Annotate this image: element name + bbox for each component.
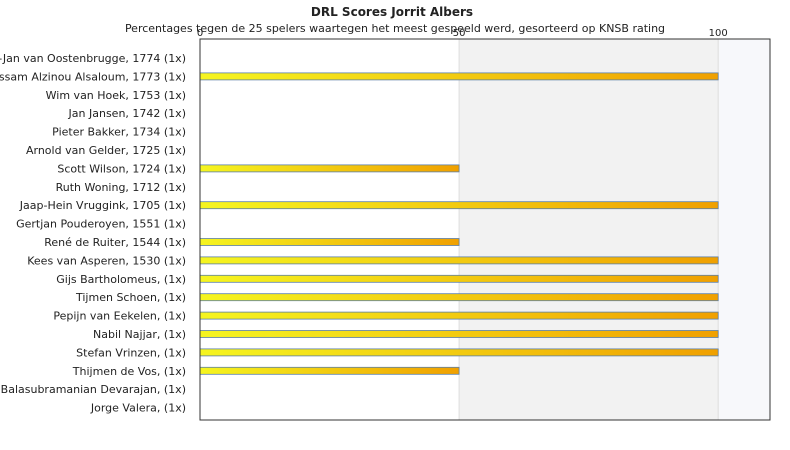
x-axis-ticks: 0 50 100 — [197, 28, 728, 39]
category-label: Scott Wilson, 1724 (1x) — [57, 162, 186, 175]
category-label: Pepijn van Eekelen, (1x) — [53, 310, 186, 323]
x-tick-label: 100 — [709, 28, 728, 39]
x-tick-label: 50 — [453, 28, 466, 39]
category-label: Stefan Vrinzen, (1x) — [76, 346, 186, 359]
category-label: Jaap-Hein Vruggink, 1705 (1x) — [19, 199, 186, 212]
category-label: Gertjan Pouderoyen, 1551 (1x) — [16, 218, 186, 231]
category-label: Jan Jansen, 1742 (1x) — [68, 107, 186, 120]
category-label: Nabil Najjar, (1x) — [93, 328, 186, 341]
band-100-plus — [718, 39, 770, 420]
category-labels: Bart-Jan van Oostenbrugge, 1774 (1x) Muss… — [0, 52, 186, 415]
bar — [199, 274, 719, 283]
x-tick-label: 0 — [197, 28, 203, 39]
plot-background — [459, 39, 770, 420]
bar — [199, 256, 719, 265]
bar — [199, 164, 460, 173]
category-label: Thijmen de Vos, (1x) — [72, 365, 186, 378]
band-50-100 — [459, 39, 719, 420]
category-label: Ruth Woning, 1712 (1x) — [56, 181, 186, 194]
category-label: René de Ruiter, 1544 (1x) — [44, 236, 186, 249]
chart-subtitle: Percentages tegen de 25 spelers waartege… — [125, 22, 665, 35]
category-label: Tijmen Schoen, (1x) — [75, 291, 186, 304]
plot-frame — [199, 38, 771, 421]
bar — [199, 72, 719, 81]
category-label: Jorge Valera, (1x) — [90, 402, 186, 415]
category-label: Wim van Hoek, 1753 (1x) — [46, 89, 186, 102]
bar — [199, 293, 719, 302]
category-label: Balasubramanian Devarajan, (1x) — [1, 383, 186, 396]
chart-title: DRL Scores Jorrit Albers — [311, 5, 473, 19]
bar — [199, 348, 719, 357]
bar — [199, 311, 719, 320]
category-label: Kees van Asperen, 1530 (1x) — [27, 254, 186, 267]
bar — [199, 238, 460, 246]
category-label: Arnold van Gelder, 1725 (1x) — [26, 144, 186, 157]
category-label: Pieter Bakker, 1734 (1x) — [52, 126, 186, 139]
bar — [199, 201, 719, 210]
category-label: Gijs Bartholomeus, (1x) — [56, 273, 186, 286]
bar — [199, 330, 719, 338]
bar — [199, 366, 460, 375]
category-label: Bart-Jan van Oostenbrugge, 1774 (1x) — [0, 52, 186, 65]
category-label: Mussam Alzinou Alsaloum, 1773 (1x) — [0, 70, 186, 83]
